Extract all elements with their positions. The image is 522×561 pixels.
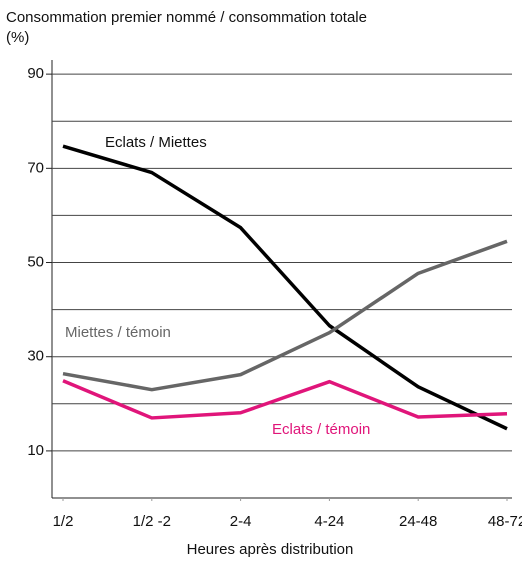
x-tick-label: 2-4 bbox=[230, 513, 252, 530]
line-series bbox=[62, 239, 508, 392]
y-tick-label: 50 bbox=[27, 253, 44, 270]
y-tick-label: 10 bbox=[27, 442, 44, 459]
y-axis-label: (%) bbox=[6, 29, 29, 46]
x-tick-label: 48-72 bbox=[488, 513, 522, 530]
line-series bbox=[62, 144, 508, 431]
series-label: Eclats / Miettes bbox=[105, 134, 207, 151]
y-tick-label: 70 bbox=[27, 159, 44, 176]
line-series bbox=[62, 379, 508, 420]
series-label: Miettes / témoin bbox=[65, 324, 171, 341]
x-tick-label: 1/2 bbox=[53, 513, 74, 530]
y-tick-label: 90 bbox=[27, 65, 44, 82]
y-axis-label: Consommation premier nommé / consommatio… bbox=[6, 9, 367, 26]
x-tick-label: 4-24 bbox=[314, 513, 344, 530]
series-label: Eclats / témoin bbox=[272, 421, 370, 438]
x-tick-label: 24-48 bbox=[399, 513, 437, 530]
y-tick-label: 30 bbox=[27, 348, 44, 365]
x-axis-label: Heures après distribution bbox=[187, 541, 354, 558]
x-tick-label: 1/2 -2 bbox=[133, 513, 171, 530]
